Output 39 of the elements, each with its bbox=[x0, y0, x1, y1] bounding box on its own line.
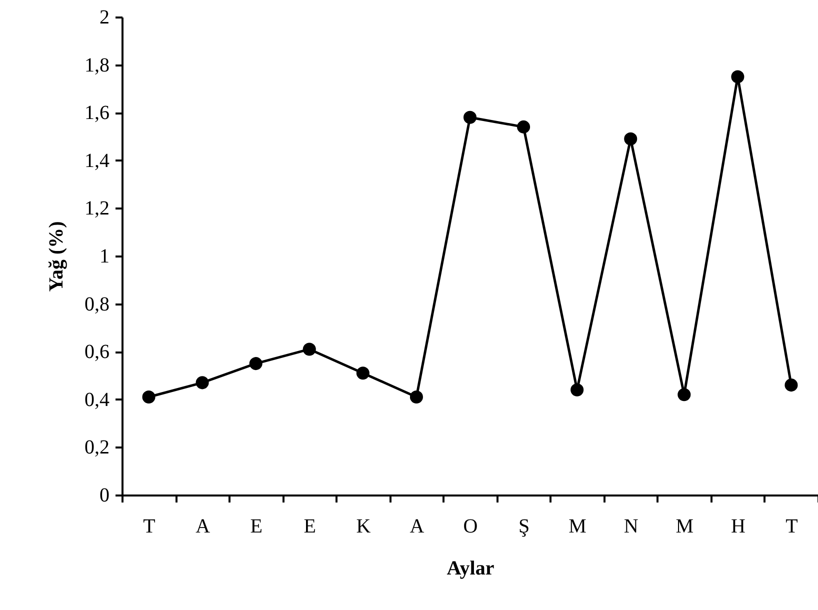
x-tick-label: M bbox=[676, 516, 694, 538]
y-axis-title: Yağ (%) bbox=[46, 221, 68, 292]
point bbox=[249, 357, 262, 370]
y-tick-label: 2 bbox=[100, 6, 110, 28]
y-tick-label: 0,4 bbox=[84, 388, 110, 411]
y-tick-label: 1 bbox=[100, 246, 110, 268]
x-tick-label: M bbox=[568, 516, 587, 538]
point bbox=[678, 388, 691, 402]
point bbox=[624, 132, 638, 146]
y-tick-label: 1,4 bbox=[84, 150, 110, 172]
y-tick-label: 1,2 bbox=[84, 198, 110, 220]
x-tick-label: Ş bbox=[518, 516, 530, 538]
point bbox=[784, 378, 798, 392]
point bbox=[731, 70, 744, 84]
x-tick-label: A bbox=[196, 516, 211, 538]
x-tick-label: T bbox=[786, 516, 798, 538]
x-tick-label: K bbox=[356, 516, 372, 538]
y-tick-label: 0,2 bbox=[84, 436, 110, 459]
x-tick-label: H bbox=[730, 516, 746, 538]
x-axis-title: Aylar bbox=[446, 558, 494, 580]
point bbox=[410, 390, 423, 404]
x-tick-label: E bbox=[250, 516, 262, 538]
y-tick-label: 1,6 bbox=[84, 102, 110, 124]
x-tick-label: T bbox=[143, 516, 156, 538]
x-tick-label: N bbox=[624, 516, 638, 538]
point bbox=[196, 376, 209, 390]
y-tick-label: 0,8 bbox=[84, 293, 110, 316]
point bbox=[356, 366, 370, 380]
point bbox=[142, 390, 156, 404]
y-tick-label: 1,8 bbox=[84, 54, 110, 76]
x-tick-label: A bbox=[410, 516, 425, 538]
point bbox=[517, 120, 530, 134]
x-tick-label: O bbox=[463, 516, 478, 538]
x-tick-label: E bbox=[304, 516, 316, 538]
point bbox=[463, 110, 477, 124]
point bbox=[570, 383, 584, 396]
point bbox=[302, 342, 316, 356]
y-tick-label: 0,6 bbox=[84, 341, 110, 364]
y-tick-label: 0 bbox=[100, 484, 110, 506]
